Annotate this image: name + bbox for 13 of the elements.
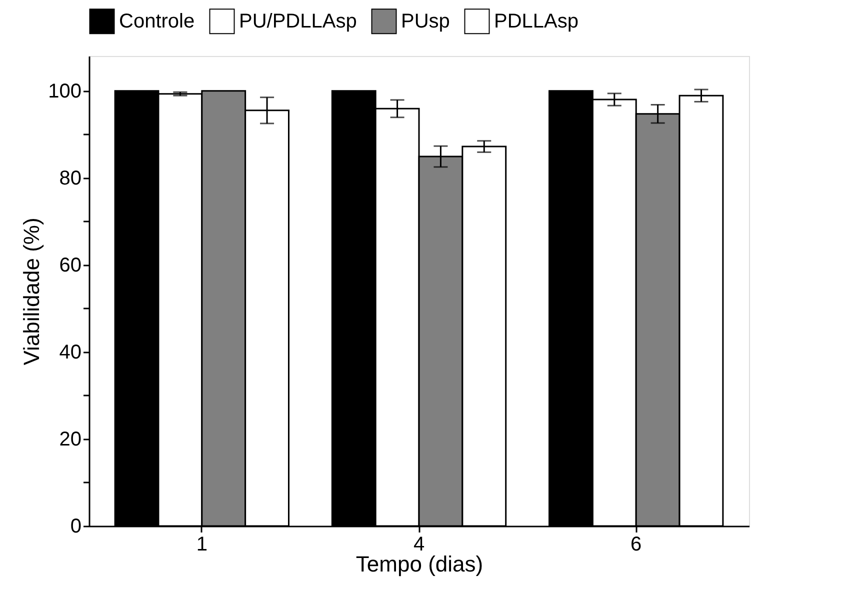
- legend-label: Controle: [119, 10, 195, 32]
- x-tick-label: 1: [196, 534, 208, 556]
- y-axis-title: Viabilidade (%): [19, 218, 44, 366]
- y-tick-label: 20: [59, 428, 82, 450]
- y-tick-label: 0: [70, 516, 82, 538]
- legend-label: PDLLAsp: [494, 10, 578, 32]
- legend-label: PUsp: [401, 10, 450, 32]
- y-tick-label: 60: [59, 254, 82, 276]
- y-tick-label: 100: [48, 80, 82, 102]
- x-tick-label: 6: [630, 534, 642, 556]
- y-tick-label: 80: [59, 167, 82, 190]
- y-tick-label: 40: [59, 341, 82, 364]
- legend-label: PU/PDLLAsp: [239, 10, 357, 32]
